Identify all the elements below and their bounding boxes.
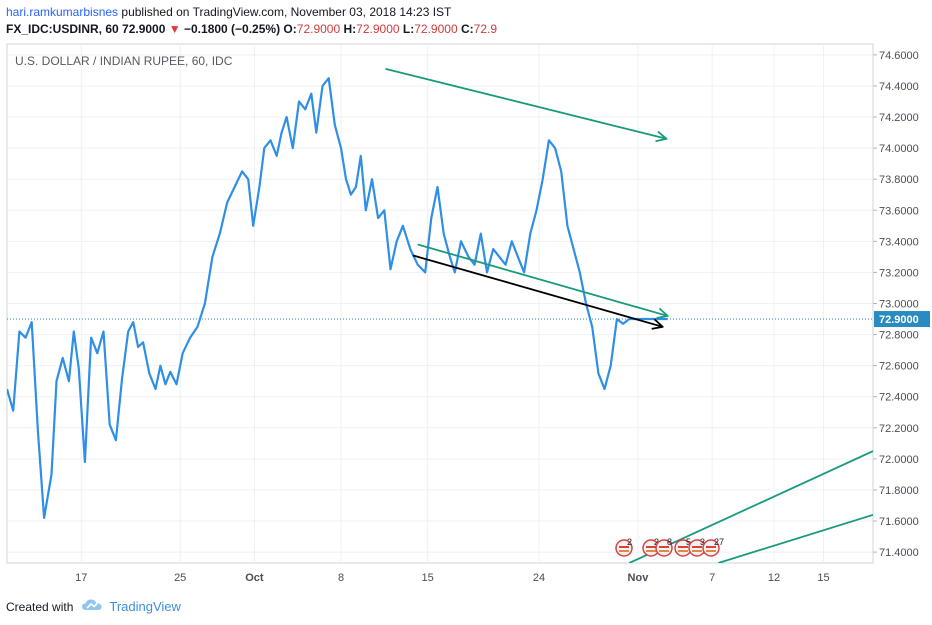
event-flag-icon[interactable] [688, 539, 706, 557]
y-tick-label: 71.4000 [879, 547, 919, 559]
y-tick-label: 72.8000 [879, 330, 919, 342]
price-series-line [7, 77, 668, 520]
event-flag-count: 27 [714, 537, 724, 547]
created-with-text: Created with [6, 599, 74, 614]
publish-line: hari.ramkumarbisnes published on Trading… [6, 4, 497, 21]
tradingview-cloud-icon [81, 598, 103, 615]
footer: Created with TradingView [6, 598, 181, 615]
y-tick-label: 72.0000 [879, 454, 919, 466]
published-text: published on TradingView.com, November 0… [121, 5, 452, 19]
trend-line-3 [412, 254, 663, 326]
tradingview-link[interactable]: TradingView [109, 599, 181, 614]
symbol-info-line: FX_IDC:USDINR, 60 72.9000 ▼ −0.1800 (−0.… [6, 21, 497, 38]
x-tick-label: 15 [817, 572, 829, 584]
y-tick-label: 73.8000 [879, 174, 919, 186]
event-flag-icon[interactable] [615, 539, 633, 557]
y-tick-label: 71.8000 [879, 485, 919, 497]
x-tick-label: 12 [768, 572, 780, 584]
y-tick-label: 74.0000 [879, 143, 919, 155]
low-value: 72.9000 [414, 22, 458, 36]
y-tick-label: 73.4000 [879, 236, 919, 248]
y-tick-label: 73.0000 [879, 299, 919, 311]
y-tick-label: 74.4000 [879, 81, 919, 93]
x-tick-label: 8 [338, 572, 344, 584]
y-tick-label: 74.6000 [879, 50, 919, 62]
event-flag-icon[interactable] [655, 539, 673, 557]
event-flag-count: 8 [667, 537, 672, 547]
x-tick-label: 17 [75, 572, 87, 584]
event-flag-icon[interactable] [674, 539, 692, 557]
y-tick-label: 73.2000 [879, 267, 919, 279]
y-tick-label: 72.6000 [879, 361, 919, 373]
x-tick-label: Nov [628, 572, 650, 584]
x-tick-label: 24 [533, 572, 545, 584]
y-tick-label: 72.2000 [879, 423, 919, 435]
event-flag-count: 3 [700, 537, 705, 547]
open-value: 72.9000 [296, 22, 341, 36]
symbol-name: FX_IDC:USDINR, 60 [6, 22, 119, 36]
trend-line-1 [385, 67, 667, 139]
event-flag-count: 2 [627, 537, 632, 547]
x-tick-label: 25 [174, 572, 186, 584]
current-price-label: 72.9000 [879, 314, 919, 326]
x-tick-label: 7 [709, 572, 715, 584]
event-flag-count: 2 [654, 537, 659, 547]
y-tick-label: 74.2000 [879, 112, 919, 124]
close-label: C: [460, 22, 474, 36]
down-triangle-icon: ▼ [168, 22, 181, 36]
event-flag-icon[interactable] [642, 539, 660, 557]
low-label: L: [402, 22, 415, 36]
close-value: 72.9 [473, 22, 497, 36]
chart-title: U.S. DOLLAR / INDIAN RUPEE, 60, IDC [15, 54, 233, 68]
trend-line-2 [417, 243, 668, 315]
open-label: O: [283, 22, 297, 36]
y-tick-label: 73.6000 [879, 205, 919, 217]
current-price-badge [874, 311, 930, 328]
event-flag-icon[interactable] [702, 539, 720, 557]
x-tick-label: Oct [245, 572, 264, 584]
high-label: H: [343, 22, 357, 36]
price-chart[interactable]: 17 25 Oct 8 15 24 Nov 7 12 1574.600074.400074.200… [0, 0, 932, 595]
y-tick-label: 72.4000 [879, 392, 919, 404]
author-link[interactable]: hari.ramkumarbisnes [6, 5, 119, 19]
x-tick-label: 15 [422, 572, 434, 584]
high-value: 72.9000 [356, 22, 400, 36]
chart-header: hari.ramkumarbisnes published on Trading… [6, 4, 497, 38]
trend-line-5 [718, 513, 873, 563]
price-change: −0.1800 (−0.25%) [184, 22, 281, 36]
last-price: 72.9000 [122, 22, 166, 36]
event-flag-count: 5 [686, 537, 691, 547]
y-tick-label: 71.6000 [879, 516, 919, 528]
